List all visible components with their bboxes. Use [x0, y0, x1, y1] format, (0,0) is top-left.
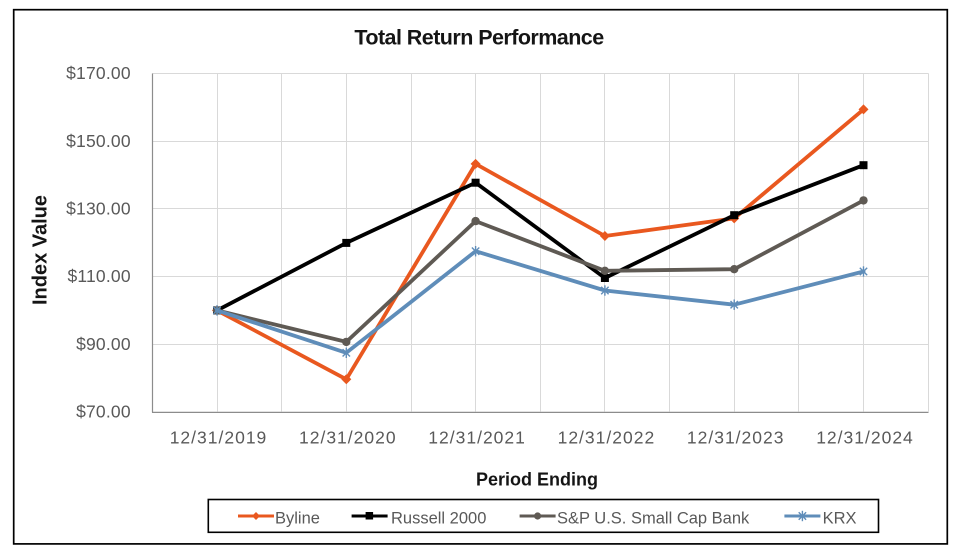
svg-text:12/31/2024: 12/31/2024: [816, 428, 914, 448]
svg-text:12/31/2021: 12/31/2021: [428, 428, 526, 448]
svg-text:S&P U.S. Small Cap Bank: S&P U.S. Small Cap Bank: [557, 509, 750, 527]
svg-text:Period Ending: Period Ending: [476, 470, 598, 490]
svg-text:Total Return Performance: Total Return Performance: [354, 26, 604, 50]
svg-text:Index Value: Index Value: [30, 195, 52, 305]
svg-text:12/31/2019: 12/31/2019: [170, 428, 268, 448]
svg-text:$70.00: $70.00: [76, 402, 131, 422]
svg-text:$110.00: $110.00: [67, 266, 130, 286]
svg-text:12/31/2022: 12/31/2022: [558, 428, 656, 448]
svg-text:$90.00: $90.00: [76, 334, 131, 354]
svg-text:KRX: KRX: [823, 509, 857, 527]
svg-text:Byline: Byline: [275, 509, 320, 527]
svg-text:$170.00: $170.00: [66, 63, 131, 83]
svg-text:Russell 2000: Russell 2000: [391, 509, 486, 527]
svg-text:$150.00: $150.00: [66, 131, 131, 151]
svg-text:12/31/2023: 12/31/2023: [687, 428, 785, 448]
svg-text:$130.00: $130.00: [66, 199, 131, 219]
svg-text:12/31/2020: 12/31/2020: [299, 428, 397, 448]
